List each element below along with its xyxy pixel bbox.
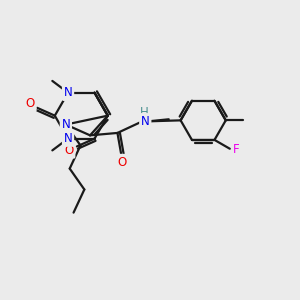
Text: H: H (140, 106, 149, 119)
Text: O: O (26, 98, 35, 110)
Text: N: N (61, 118, 70, 131)
Text: F: F (233, 143, 240, 156)
Text: N: N (64, 86, 72, 99)
Text: N: N (64, 132, 72, 145)
Text: N: N (141, 115, 150, 128)
Text: O: O (64, 144, 74, 157)
Text: O: O (118, 156, 127, 169)
